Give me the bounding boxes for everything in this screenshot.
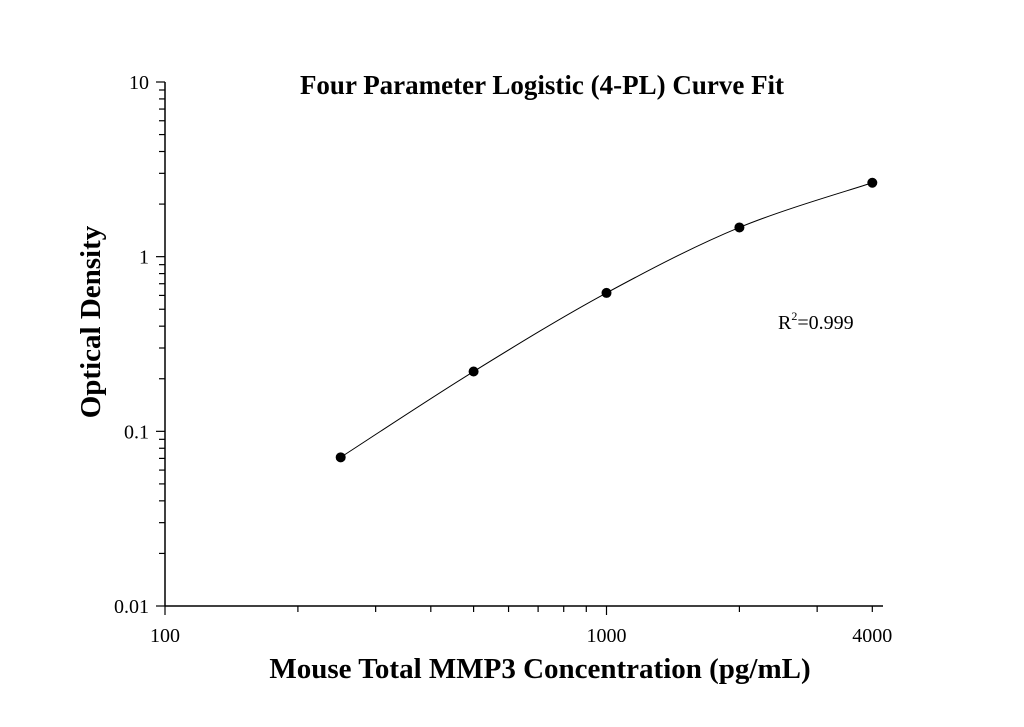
x-axis-label: Mouse Total MMP3 Concentration (pg/mL) bbox=[269, 653, 810, 685]
data-point bbox=[867, 177, 878, 188]
y-tick-label: 10 bbox=[129, 72, 149, 94]
ticks: 100 1000 4000 10 1 0.1 0.01 bbox=[114, 72, 892, 647]
axes bbox=[164, 82, 883, 607]
data-point bbox=[601, 287, 612, 298]
y-tick-label: 1 bbox=[139, 247, 149, 269]
x-tick-label: 1000 bbox=[587, 625, 627, 647]
y-tick-label: 0.01 bbox=[114, 596, 149, 618]
data-point bbox=[335, 452, 346, 463]
chart-title: Four Parameter Logistic (4-PL) Curve Fit bbox=[300, 70, 784, 100]
data-point bbox=[468, 366, 479, 377]
y-axis-label: Optical Density bbox=[75, 225, 107, 418]
data-point bbox=[734, 222, 745, 233]
y-tick-label: 0.1 bbox=[124, 421, 149, 443]
x-tick-label: 4000 bbox=[852, 625, 892, 647]
x-tick-label: 100 bbox=[150, 625, 180, 647]
data-points bbox=[335, 177, 878, 463]
r-squared-annotation: R2=0.999 bbox=[778, 309, 854, 334]
